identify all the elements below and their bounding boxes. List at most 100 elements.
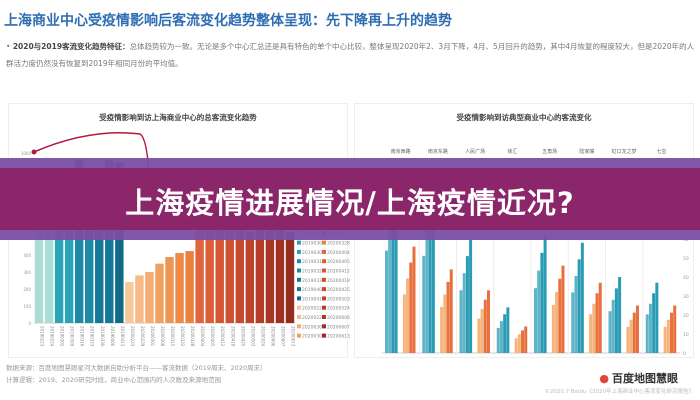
x-tick-label: 20200328 [190, 326, 195, 347]
copyright: ©2020.7 Baidu《2020年上海商业中心客流变化研究报告》 [544, 389, 694, 395]
legend-swatch [297, 240, 301, 245]
legend-swatch [322, 315, 326, 319]
legend-swatch [322, 305, 326, 310]
bar [486, 290, 490, 353]
bar [618, 277, 622, 353]
bullet-text: 总体趋势较为一致。无论是多个中心汇总还是具有特色的单个中心比较，整体呈现2020… [6, 42, 695, 68]
bar [648, 303, 652, 353]
bar [614, 288, 618, 353]
legend-label: 20200425 [327, 287, 350, 293]
x-tick-label: 20200425 [240, 326, 245, 347]
bar [589, 314, 593, 353]
bar [44, 177, 54, 323]
x-tick-label: 20200308 [160, 326, 165, 347]
category-label: 五角场 [542, 148, 557, 155]
bar [517, 334, 521, 353]
y-tick-label: 40 [683, 275, 689, 281]
bar [540, 252, 544, 353]
right-chart-title: 受疫情影响到访典型商业中心的客流变化 [456, 113, 592, 122]
bar [425, 229, 429, 353]
summary-bullet: • 2020与2019客流变化趋势特征：总体趋势较为一致。无论是多个中心汇总还是… [6, 42, 695, 68]
bar [428, 202, 432, 353]
bar [577, 259, 581, 353]
bar [574, 275, 578, 353]
bar [145, 272, 154, 323]
bar [388, 222, 392, 353]
bar [225, 222, 234, 323]
bar [64, 180, 74, 323]
legend-swatch [297, 296, 301, 301]
logo-text: 百度地图慧眼 [612, 372, 678, 385]
slide-title: 上海商业中心受疫情影响后客流变化趋势整体呈现：先下降再上升的趋势 [4, 13, 452, 29]
bar [54, 183, 64, 323]
y-tick-label: 300 [23, 270, 31, 275]
bar [215, 225, 224, 323]
bar [105, 160, 114, 323]
bar [135, 275, 144, 323]
bar [422, 255, 426, 353]
calc-logic: 计算逻辑：2019、2020研究时段，商业中心范围内的人次数及来源地范围 [6, 376, 222, 384]
bar [446, 281, 450, 353]
bar [175, 252, 184, 323]
y-tick-label: 400 [23, 253, 31, 258]
bar [84, 171, 94, 323]
legend-label: 20200405 [327, 259, 350, 265]
bar [503, 314, 507, 353]
y-tick-label: 60 [683, 237, 689, 243]
legend-swatch [297, 268, 301, 273]
legend-label: 20190330 [302, 278, 325, 284]
legend-label: 20190309 [302, 250, 325, 256]
x-tick-label: 20190309 [70, 326, 75, 347]
legend-swatch [297, 277, 301, 282]
legend-label: 20200404 [327, 250, 350, 256]
legend-label: 20200412 [327, 269, 350, 275]
x-tick-label: 20200315 [170, 326, 175, 347]
bar [409, 262, 413, 353]
bar [185, 251, 194, 323]
legend-swatch [297, 305, 301, 310]
bar [402, 294, 406, 353]
y-tick-label: 0 [683, 351, 686, 357]
bar [391, 194, 395, 353]
legend-swatch [322, 296, 326, 301]
bar [626, 326, 630, 353]
bar [34, 177, 44, 323]
bar [443, 294, 447, 353]
x-tick-label: 20200412 [220, 326, 225, 347]
banner-inner [0, 168, 700, 230]
bar [459, 290, 463, 353]
bar [155, 263, 164, 323]
y-tick-label: 200 [23, 287, 31, 292]
x-tick-label: 20190302 [60, 326, 65, 347]
bar [598, 282, 602, 353]
bar [629, 319, 633, 353]
legend-label: 20200328 [327, 241, 350, 247]
legend-swatch [297, 249, 301, 254]
bar [265, 225, 275, 323]
legend-label: 20190406 [302, 287, 325, 293]
bar [561, 265, 565, 353]
legend-swatch [322, 268, 326, 273]
category-label: 七宝 [656, 148, 666, 155]
legend-swatch [297, 259, 301, 264]
bar [655, 282, 659, 353]
bar [506, 307, 510, 353]
y-tick-label: 50 [683, 256, 689, 262]
bar [499, 321, 503, 353]
bullet-label: 2020与2019客流变化趋势特征： [12, 42, 130, 51]
legend-swatch [322, 324, 326, 329]
legend-swatch [322, 259, 326, 264]
legend-label: 20200308 [302, 334, 325, 340]
trend-start-dot [31, 149, 37, 155]
legend-label: 20200524 [327, 306, 350, 312]
legend-label: 20200503 [327, 296, 350, 302]
category-label: 人民广场 [465, 148, 485, 155]
bar [394, 166, 398, 353]
bar [195, 225, 204, 323]
category-label: 徐汇 [507, 148, 517, 155]
x-tick-label: 20190406 [110, 326, 115, 347]
bar [514, 338, 518, 353]
bar [652, 293, 656, 353]
bar [595, 293, 599, 353]
